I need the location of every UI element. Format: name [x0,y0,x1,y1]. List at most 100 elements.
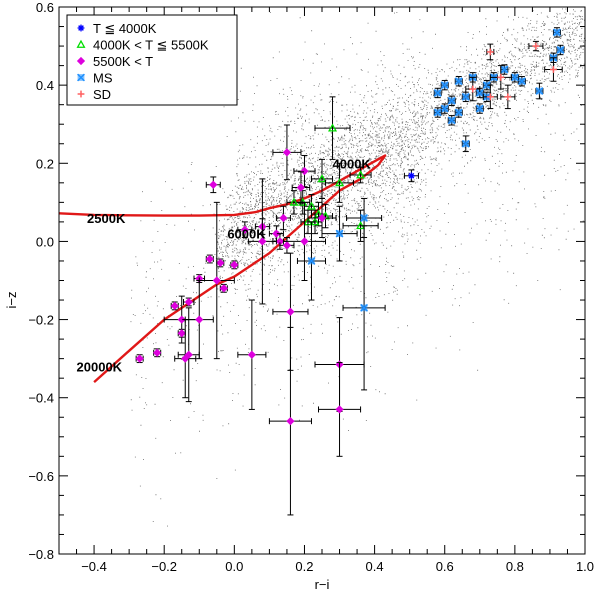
triangle-marker [328,123,338,132]
diamond-marker [335,405,344,414]
x-marker [517,77,526,86]
annotation-label: 2500K [87,211,126,226]
legend-asterisk-icon [77,24,85,32]
triangle-marker [306,201,316,210]
triangle-marker [317,174,327,183]
data-point [544,57,563,82]
diamond-marker [300,237,309,246]
x-tick-label: 0.2 [295,559,313,574]
x-tick-label: −0.2 [151,559,177,574]
data-point [198,201,235,360]
x-marker [440,104,449,113]
data-point [447,95,456,106]
error-bar [500,84,516,110]
data-point [291,171,311,204]
diamond-marker [317,213,327,223]
data-point [433,107,442,118]
diamond-marker [177,315,186,324]
diamond-marker [240,225,249,234]
data-point [317,362,362,457]
legend-diamond-icon [76,56,86,66]
plus-marker [497,73,505,81]
x-tick-label: 0.4 [366,559,384,574]
data-point [275,205,291,231]
data-point [205,254,214,264]
plus-marker [550,66,557,73]
x-marker [475,89,484,97]
data-point [342,225,386,391]
series-t-4000k [403,169,419,183]
diamond-marker [230,260,239,269]
data-point [440,79,449,91]
error-bar [314,96,351,160]
diamond-marker [247,350,256,359]
data-point [177,328,186,338]
legend-label: SD [93,87,111,102]
data-point [510,72,519,83]
diamond-marker [135,354,144,363]
data-point [286,190,302,215]
data-point [230,260,239,270]
diamond-marker [286,417,295,426]
error-bar [544,57,563,82]
x-tick-label: 0.8 [506,559,524,574]
y-tick-label: −0.8 [28,547,54,562]
plus-marker [486,48,494,56]
diamond-marker [184,297,193,307]
data-point [205,176,221,194]
x-marker [454,108,463,117]
annotations: 4000K 2500K 6000K 20000K [77,156,372,374]
x-marker [307,257,316,265]
data-point [184,280,214,360]
x-marker [440,81,449,90]
data-series [135,27,565,516]
x-axis-label: r−i [315,577,330,592]
temperature-track [58,154,387,383]
legend-label: 4000K < T ≦ 5500K [93,38,209,53]
data-point [500,64,509,75]
data-point [440,103,449,114]
x-marker [360,303,369,312]
data-point [486,43,495,61]
diamond-marker [195,315,204,324]
data-point [247,178,277,305]
data-point [489,65,512,90]
x-marker [556,46,565,54]
data-point [475,103,484,114]
track-line [58,154,387,383]
x-marker [433,108,442,117]
data-point [454,76,463,87]
x-marker [360,214,369,222]
series-5500k-t [135,124,365,516]
x-marker [510,73,519,82]
legend-label: 5500K < T [93,54,153,69]
x-marker [482,81,491,90]
data-point [325,162,355,203]
asterisk-marker [408,172,415,180]
plus-marker [504,93,512,101]
diamond-marker [286,307,295,316]
x-marker [433,89,442,97]
data-point [454,107,463,118]
legend-label: T ≦ 4000K [93,21,157,36]
y-tick-label: 0.6 [36,0,54,15]
y-tick-label: 0.2 [36,156,54,171]
legend-x-icon [77,73,85,82]
data-point [461,135,470,153]
data-point [282,201,327,281]
y-tick-label: 0.0 [36,234,54,249]
data-point [552,27,561,38]
data-point [321,205,358,262]
data-point [314,96,351,160]
data-point [279,237,295,254]
data-point [177,307,200,403]
x-marker [461,92,470,101]
plus-marker [532,42,540,50]
data-point [272,124,302,181]
x-tick-label: 1.0 [576,559,594,574]
y-axis-label: i−z [4,292,19,309]
data-point [556,44,565,56]
x-marker [447,96,456,105]
data-point [153,348,162,358]
